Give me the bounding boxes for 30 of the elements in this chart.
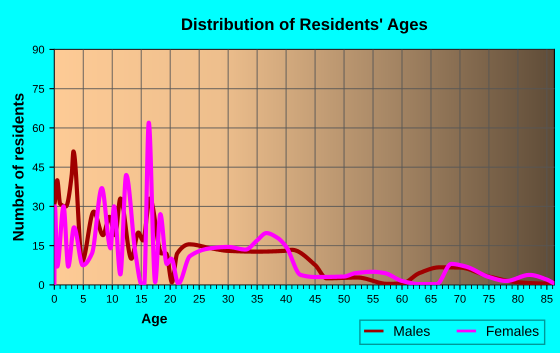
- x-tick-label: 75: [483, 295, 495, 303]
- x-tick-label: 70: [454, 294, 466, 303]
- y-tick-label: 30: [32, 202, 44, 211]
- x-tick-label: 45: [309, 295, 321, 303]
- x-axis-title: Age: [142, 314, 167, 326]
- y-tick-label: 90: [32, 46, 44, 54]
- x-tick-label: 55: [367, 295, 379, 303]
- x-tick-label: 20: [164, 294, 176, 303]
- x-tick-label: 30: [222, 294, 234, 303]
- x-tick-label: 10: [106, 294, 118, 303]
- x-tick-label: 40: [280, 294, 292, 303]
- chart-title: Distribution of Residents' Ages: [182, 18, 428, 34]
- x-tick-label: 50: [338, 294, 350, 303]
- x-tick-label: 15: [136, 295, 147, 303]
- y-tick-label: 0: [38, 281, 44, 290]
- y-tick-label: 60: [32, 124, 44, 132]
- y-tick-label: 75: [32, 85, 44, 93]
- y-axis-title: Number of residents: [12, 93, 24, 240]
- y-tick-label: 15: [33, 242, 44, 250]
- legend-label: Males: [394, 326, 430, 336]
- x-tick-label: 25: [194, 294, 205, 303]
- x-tick-label: 60: [396, 294, 408, 303]
- x-tick-label: 35: [251, 294, 263, 303]
- y-tick-label: 45: [32, 164, 44, 172]
- x-tick-label: 65: [425, 294, 437, 303]
- x-tick-label: 0: [52, 294, 57, 303]
- x-tick-label: 85: [541, 294, 553, 303]
- legend-label: Females: [486, 326, 539, 336]
- x-tick-label: 5: [80, 295, 86, 303]
- x-tick-label: 80: [512, 294, 524, 303]
